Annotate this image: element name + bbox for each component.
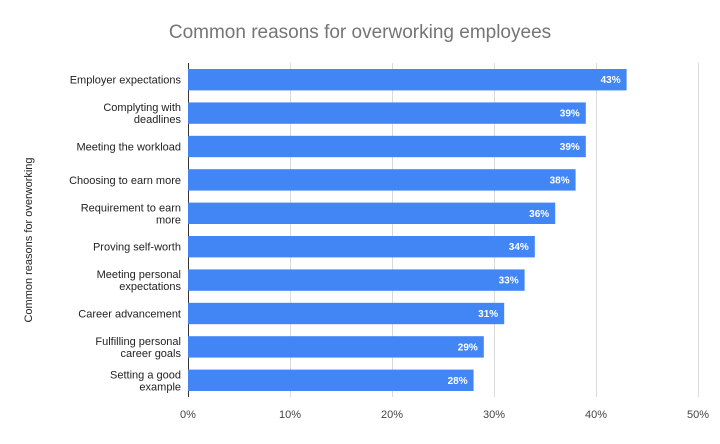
data-label: 39% <box>560 142 580 153</box>
x-tick-label: 20% <box>381 409 403 421</box>
category-label: Proving self-worth <box>93 242 181 254</box>
category-label-line: Requirement to earn <box>81 202 181 214</box>
bar <box>188 269 525 291</box>
data-label: 43% <box>601 75 621 86</box>
data-label: 36% <box>529 209 549 220</box>
category-label: Employer expectations <box>70 75 182 87</box>
x-tick-label: 10% <box>279 409 301 421</box>
category-label-line: Fulfilling personal <box>95 336 181 348</box>
category-label-line: Employer expectations <box>70 75 182 87</box>
category-label-line: Proving self-worth <box>93 242 181 254</box>
category-label-line: expectations <box>119 281 181 293</box>
data-label: 28% <box>448 376 468 387</box>
category-label: Choosing to earn more <box>69 175 181 187</box>
bar-layer: 43% 39% 39% 38% 36% 34% 33% 31% 29% 28% <box>188 69 627 391</box>
x-tick-label: 40% <box>585 409 607 421</box>
data-label: 39% <box>560 109 580 120</box>
bar <box>188 336 484 358</box>
category-label: Career advancement <box>78 309 181 321</box>
category-label-line: Meeting the workload <box>76 142 181 154</box>
bar <box>188 69 627 91</box>
category-label: Setting a good example <box>110 369 181 393</box>
category-label-line: example <box>139 381 181 393</box>
bar <box>188 236 535 258</box>
category-label-line: Meeting personal <box>97 269 181 281</box>
category-label: Fulfilling personal career goals <box>95 336 181 360</box>
category-label-line: more <box>156 214 181 226</box>
x-tick-label: 50% <box>687 409 709 421</box>
category-label: Meeting personal expectations <box>97 269 182 293</box>
category-label-line: Career advancement <box>78 309 181 321</box>
bar <box>188 202 556 224</box>
bar <box>188 169 576 191</box>
chart-title: Common reasons for overworking employees <box>169 22 551 43</box>
bar <box>188 102 586 124</box>
category-label-line: Setting a good <box>110 369 181 381</box>
category-label-line: career goals <box>120 348 181 360</box>
category-label-layer: Employer expectations Complyting with dead… <box>69 75 181 394</box>
category-label: Meeting the workload <box>76 142 181 154</box>
data-label: 31% <box>478 309 498 320</box>
bar <box>188 302 505 325</box>
data-label: 33% <box>499 276 519 287</box>
bar <box>188 369 474 391</box>
category-label: Complyting with deadlines <box>103 102 181 126</box>
data-label: 29% <box>458 342 478 353</box>
x-tick-layer: 0% 10% 20% 30% 40% 50% <box>180 409 709 421</box>
x-tick-label: 30% <box>483 409 505 421</box>
data-label: 34% <box>509 242 529 253</box>
data-label: 38% <box>550 175 570 186</box>
x-tick-label: 0% <box>180 409 196 421</box>
bar <box>188 135 586 158</box>
y-axis-label: Common reasons for overworking <box>23 157 35 322</box>
category-label-line: Complyting with <box>103 102 181 114</box>
category-label: Requirement to earn more <box>81 202 181 226</box>
category-label-line: Choosing to earn more <box>69 175 181 187</box>
category-label-line: deadlines <box>134 114 182 126</box>
